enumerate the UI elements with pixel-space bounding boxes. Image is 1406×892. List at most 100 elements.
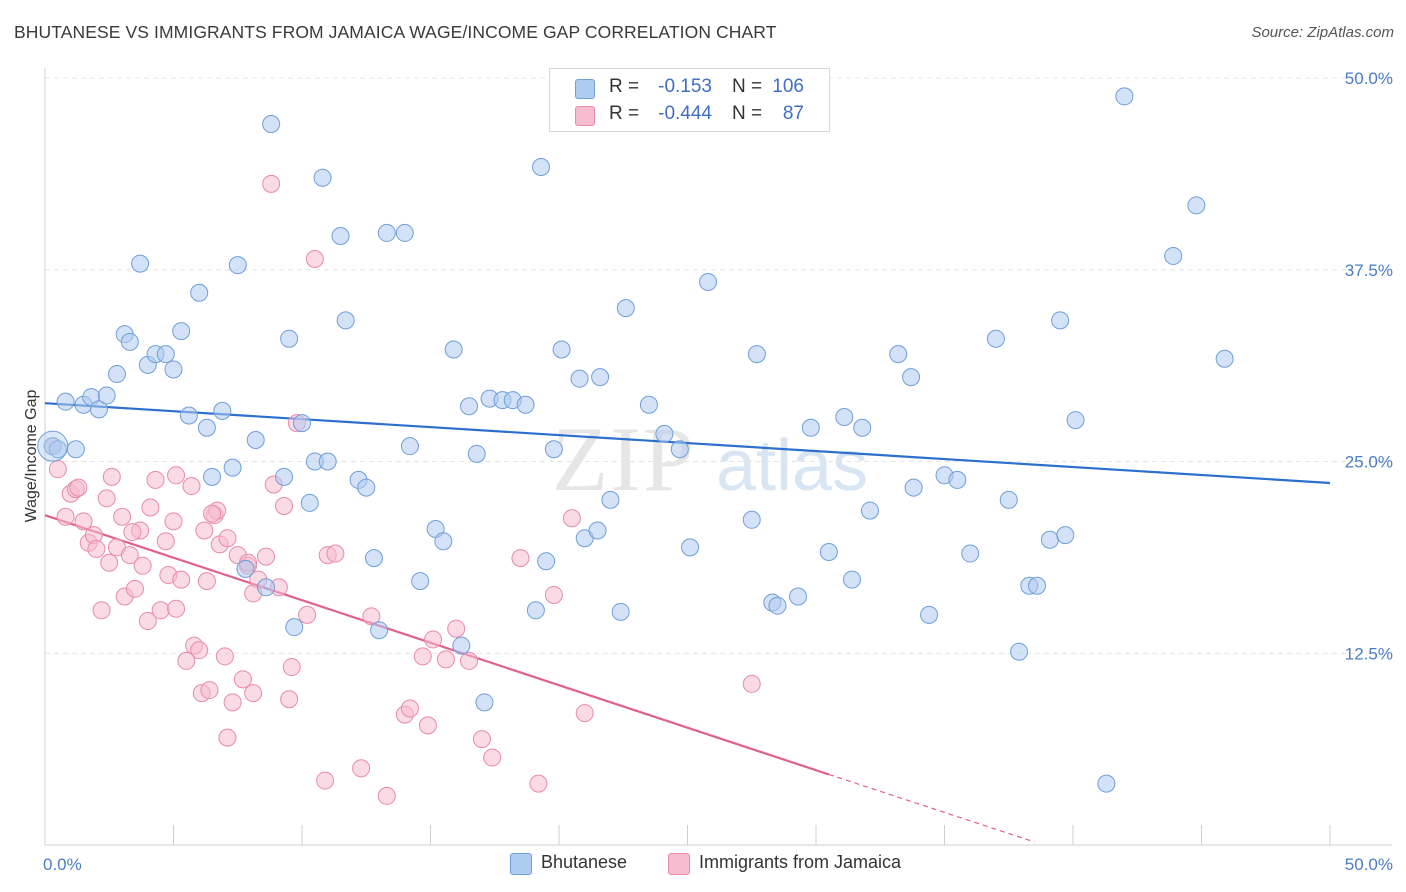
stats-legend: R = -0.153 N = 106 R = -0.444 N = 87 xyxy=(549,68,830,132)
point-jamaica xyxy=(529,774,548,793)
point-bhutanese xyxy=(961,544,980,563)
point-bhutanese xyxy=(400,437,419,456)
series-legend: Bhutanese Immigrants from Jamaica xyxy=(0,851,1406,877)
point-bhutanese xyxy=(1097,774,1116,793)
point-bhutanese xyxy=(257,578,276,597)
point-bhutanese xyxy=(601,490,620,509)
point-bhutanese xyxy=(293,414,311,433)
point-bhutanese xyxy=(835,408,854,427)
legend-r-label: R = xyxy=(609,76,640,97)
legend-n-value: 87 xyxy=(782,103,804,124)
point-bhutanese xyxy=(89,400,108,419)
point-bhutanese xyxy=(889,345,908,364)
point-jamaica xyxy=(172,570,191,589)
point-bhutanese xyxy=(444,340,463,359)
point-bhutanese xyxy=(1066,411,1085,430)
point-jamaica xyxy=(87,539,106,558)
point-jamaica xyxy=(400,699,419,718)
point-jamaica xyxy=(436,650,455,669)
point-bhutanese xyxy=(223,458,242,477)
point-jamaica xyxy=(218,728,237,747)
point-jamaica xyxy=(262,174,281,193)
legend-swatch-pink xyxy=(575,106,595,126)
point-bhutanese xyxy=(203,467,222,486)
point-jamaica xyxy=(125,579,144,598)
point-jamaica xyxy=(195,521,214,540)
point-bhutanese xyxy=(131,254,150,273)
point-bhutanese xyxy=(197,418,216,437)
point-jamaica xyxy=(133,556,152,575)
point-bhutanese xyxy=(516,395,535,414)
point-bhutanese xyxy=(262,115,281,134)
legend-n-value: 106 xyxy=(772,76,804,97)
point-bhutanese xyxy=(275,467,294,486)
point-jamaica xyxy=(447,619,466,638)
source-label: Source: ZipAtlas.com xyxy=(1251,24,1394,41)
point-jamaica xyxy=(244,684,263,703)
point-bhutanese xyxy=(999,490,1018,509)
point-bhutanese xyxy=(213,401,232,420)
point-bhutanese xyxy=(66,440,85,459)
point-bhutanese xyxy=(460,397,479,416)
point-bhutanese xyxy=(156,345,175,364)
point-bhutanese xyxy=(747,345,766,364)
point-bhutanese xyxy=(1040,530,1059,549)
point-jamaica xyxy=(326,544,345,563)
watermark: ZIP atlas xyxy=(552,408,868,510)
point-bhutanese xyxy=(902,368,921,387)
point-bhutanese xyxy=(588,521,607,540)
point-jamaica xyxy=(190,641,209,660)
point-bhutanese xyxy=(467,444,486,463)
point-jamaica xyxy=(377,786,396,805)
point-jamaica xyxy=(575,704,594,723)
point-bhutanese xyxy=(655,424,674,443)
point-jamaica xyxy=(123,523,142,542)
point-jamaica xyxy=(352,759,371,778)
point-bhutanese xyxy=(904,478,923,497)
watermark-atlas: atlas xyxy=(716,426,868,506)
point-bhutanese xyxy=(318,452,337,471)
point-bhutanese xyxy=(313,168,332,187)
point-bhutanese xyxy=(331,227,350,246)
point-bhutanese xyxy=(699,273,718,292)
points-bhutanese xyxy=(37,87,1234,793)
legend-label-bhutanese: Bhutanese xyxy=(541,852,628,872)
point-bhutanese xyxy=(789,587,808,606)
point-jamaica xyxy=(298,605,317,624)
point-jamaica xyxy=(197,572,216,591)
point-bhutanese xyxy=(1051,311,1070,330)
point-bhutanese xyxy=(801,418,820,437)
point-jamaica xyxy=(742,674,761,693)
x-tick-label: 0.0% xyxy=(43,855,82,874)
point-bhutanese xyxy=(336,311,355,330)
point-bhutanese xyxy=(411,572,430,591)
point-jamaica xyxy=(562,509,581,528)
point-jamaica xyxy=(223,693,242,712)
point-bhutanese xyxy=(120,332,139,351)
point-jamaica xyxy=(424,630,443,649)
point-bhutanese xyxy=(357,478,376,497)
y-tick-label: 50.0% xyxy=(1345,69,1393,88)
tick-labels: 12.5% 25.0% 37.5% 50.0% 0.0% 50.0% xyxy=(43,69,1393,874)
point-bhutanese xyxy=(190,283,209,302)
legend-swatch-bhutanese xyxy=(510,853,532,875)
point-bhutanese xyxy=(853,418,872,437)
point-bhutanese xyxy=(56,392,75,411)
point-bhutanese xyxy=(164,360,183,379)
point-jamaica xyxy=(362,607,381,626)
point-bhutanese xyxy=(591,368,610,387)
y-tick-label: 37.5% xyxy=(1345,261,1393,280)
point-jamaica xyxy=(156,532,175,551)
point-jamaica xyxy=(280,690,299,709)
point-bhutanese xyxy=(948,470,967,489)
point-bhutanese xyxy=(280,329,299,348)
point-jamaica xyxy=(413,647,432,666)
point-jamaica xyxy=(483,748,502,767)
point-jamaica xyxy=(167,466,186,485)
legend-row-bhutanese: R = -0.153 N = 106 xyxy=(550,73,829,101)
point-bhutanese xyxy=(1028,576,1047,595)
point-jamaica xyxy=(167,599,186,618)
point-bhutanese xyxy=(1056,526,1075,545)
point-jamaica xyxy=(141,498,160,517)
